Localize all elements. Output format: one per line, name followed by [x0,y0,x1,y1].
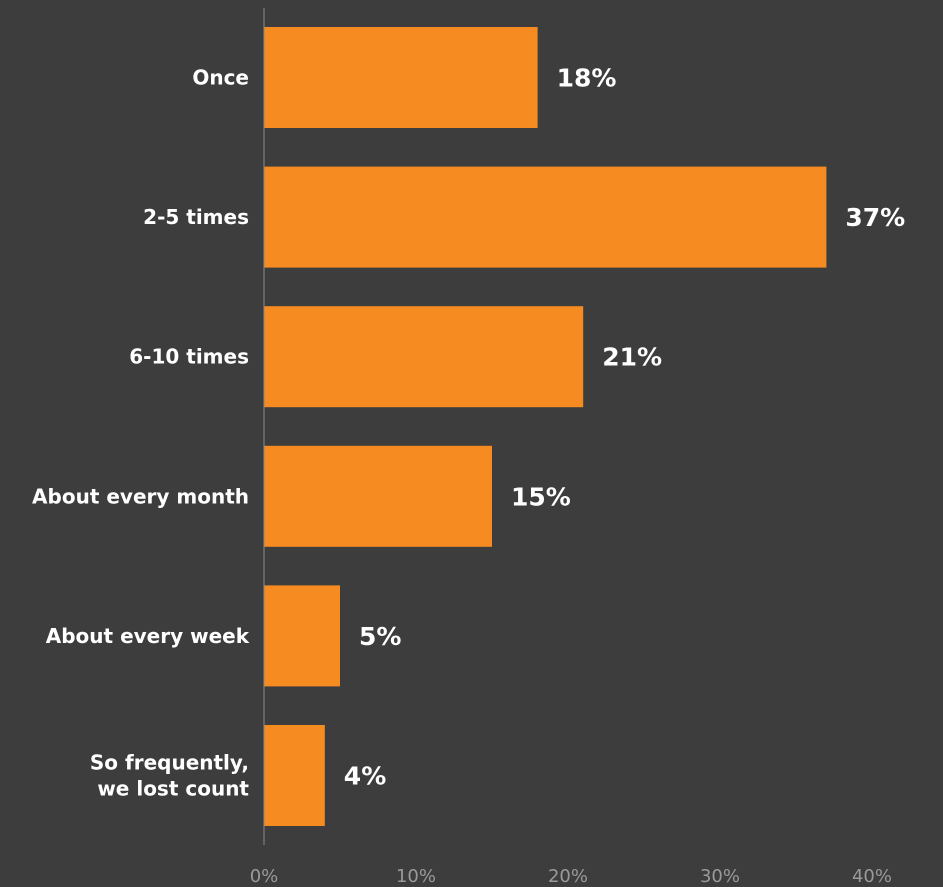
category-label: 2-5 times [143,205,249,229]
bar [264,27,538,128]
bar [264,585,340,687]
bar [264,166,827,268]
x-tick-label: 30% [700,866,740,887]
x-tick-label: 0% [250,866,279,887]
category-label: About every month [32,484,249,508]
bars-group [264,27,827,826]
value-label: 21% [602,343,662,372]
bar [264,306,584,408]
x-axis-ticks: 0% 10% 20% 30% 40% [250,866,892,887]
category-label: So frequently, we lost count [90,751,250,801]
category-label-line: About every week [46,624,250,648]
x-tick-label: 40% [852,866,892,887]
value-label: 4% [344,762,386,791]
category-label-line: 6-10 times [129,345,249,369]
bar [264,725,325,826]
bar [264,445,492,547]
category-label: About every week [46,624,250,648]
x-tick-label: 20% [548,866,588,887]
value-label: 37% [845,203,905,232]
category-label-line: 2-5 times [143,205,249,229]
value-labels: 18% 37% 21% 15% 5% 4% [344,64,905,791]
category-label-line: Once [192,66,249,90]
value-label: 5% [359,622,401,651]
category-label-line: About every month [32,484,249,508]
category-label: Once [192,66,249,90]
value-label: 15% [511,482,571,511]
category-label: 6-10 times [129,345,249,369]
category-label-line: So frequently, [90,751,249,775]
value-label: 18% [557,64,617,93]
category-label-line: we lost count [97,777,249,801]
category-labels: Once 2-5 times 6-10 times About every month… [32,66,250,801]
x-tick-label: 10% [396,866,436,887]
